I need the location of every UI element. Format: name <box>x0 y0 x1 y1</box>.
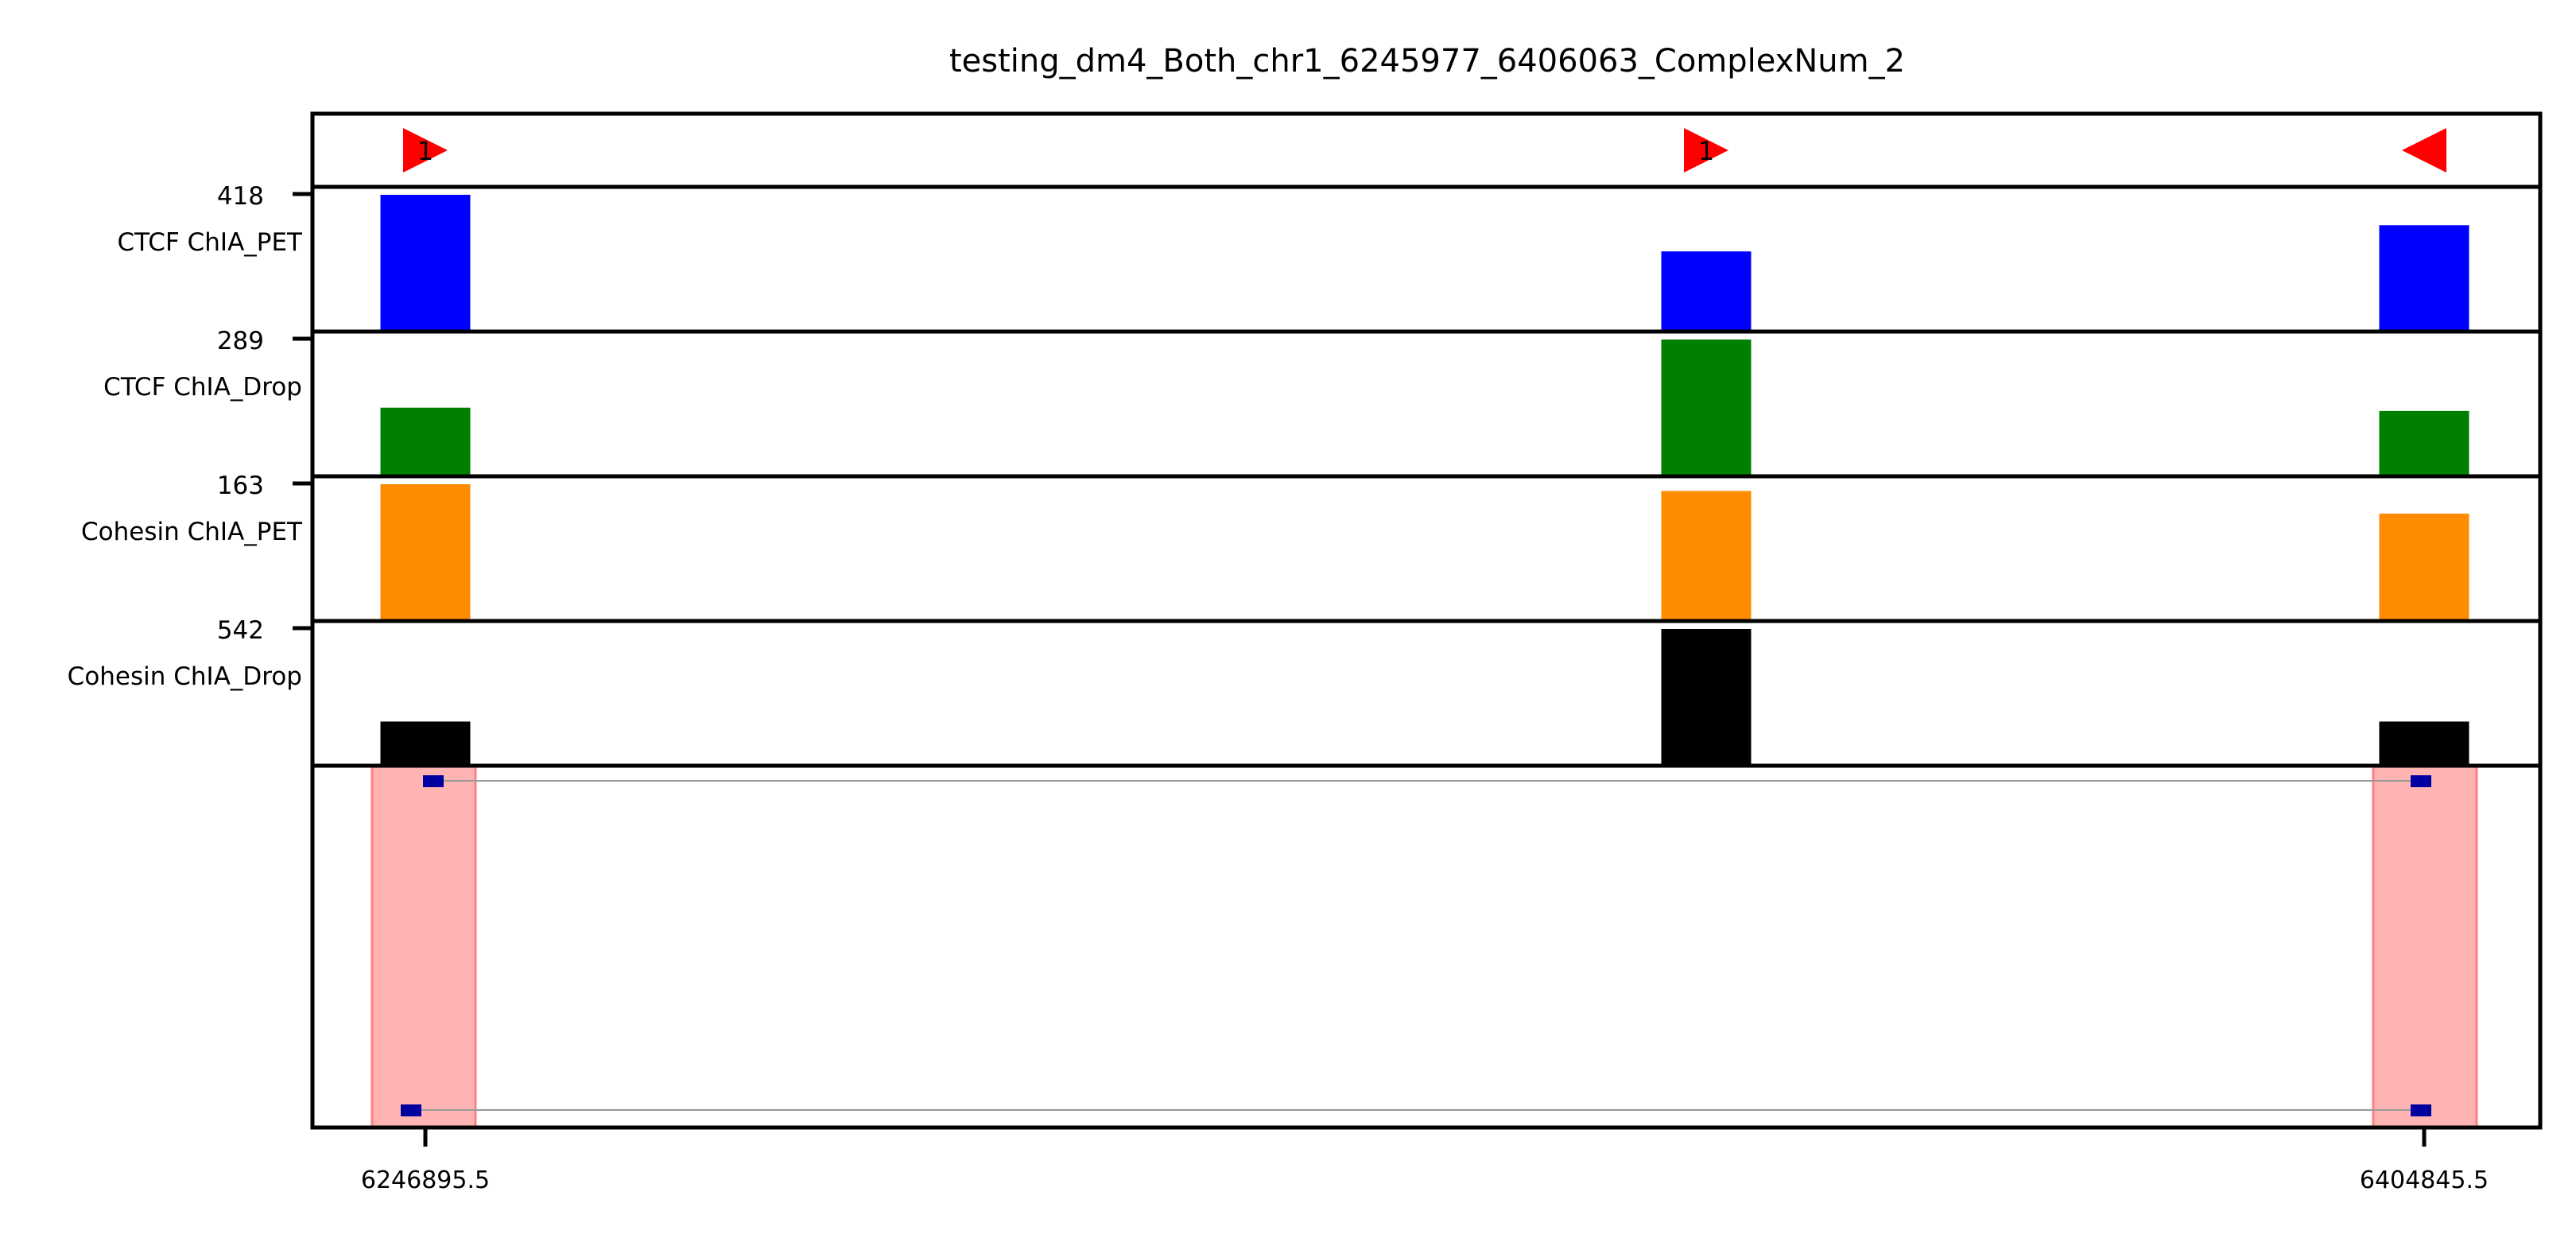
track-4-bar-3 <box>2379 721 2469 766</box>
anchor-label-1: 1 <box>417 136 433 166</box>
anchor-triangle-3 <box>2402 128 2446 173</box>
track-4-name: Cohesin ChIA_Drop <box>68 662 302 691</box>
track-1-name: CTCF ChIA_PET <box>118 228 304 257</box>
track-3-max-label: 163 <box>217 472 264 500</box>
track-2-name: CTCF ChIA_Drop <box>103 373 302 402</box>
anchor-triangle-1 <box>403 128 448 173</box>
x-tick-label-1: 6246895.5 <box>361 1166 490 1194</box>
track-3-name: Cohesin ChIA_PET <box>81 518 303 546</box>
complex-fragment-1b <box>2411 775 2431 787</box>
x-tick-label-2: 6404845.5 <box>2360 1166 2489 1194</box>
complex-fragment-1a <box>423 775 444 787</box>
track-1-bar-2 <box>1661 251 1752 332</box>
track-1-bar-3 <box>2379 225 2469 332</box>
track-4-max-label: 542 <box>217 616 264 645</box>
track-1-bar-1 <box>380 195 471 332</box>
track-3-bar-1 <box>380 484 471 621</box>
signal-tracks <box>380 195 2469 766</box>
track-3-bar-3 <box>2379 513 2469 621</box>
track-2-bar-2 <box>1661 340 1752 476</box>
track-2-bar-1 <box>380 407 471 476</box>
chart-title: testing_dm4_Both_chr1_6245977_6406063_Co… <box>949 43 1905 80</box>
panel-frames: 6246895.5 6404845.5 <box>310 111 2543 1194</box>
track-labels: 418 CTCF ChIA_PET 289 CTCF ChIA_Drop 163 Cohe… <box>68 182 312 691</box>
track-4-bar-1 <box>380 721 471 766</box>
track-4-bar-2 <box>1661 629 1752 766</box>
track-2-max-label: 289 <box>217 327 264 355</box>
complex-region-left <box>370 764 477 1129</box>
track-2-bar-3 <box>2379 410 2469 476</box>
complex-fragment-2b <box>2411 1104 2431 1116</box>
track-1-max-label: 418 <box>217 182 264 211</box>
anchor-label-2: 1 <box>1698 136 1714 166</box>
complex-track <box>370 764 2478 1129</box>
anchor-triangle-2 <box>1684 128 1728 173</box>
complex-region-right <box>2372 764 2478 1129</box>
track-3-bar-2 <box>1661 491 1752 621</box>
complex-fragment-2a <box>401 1104 421 1116</box>
